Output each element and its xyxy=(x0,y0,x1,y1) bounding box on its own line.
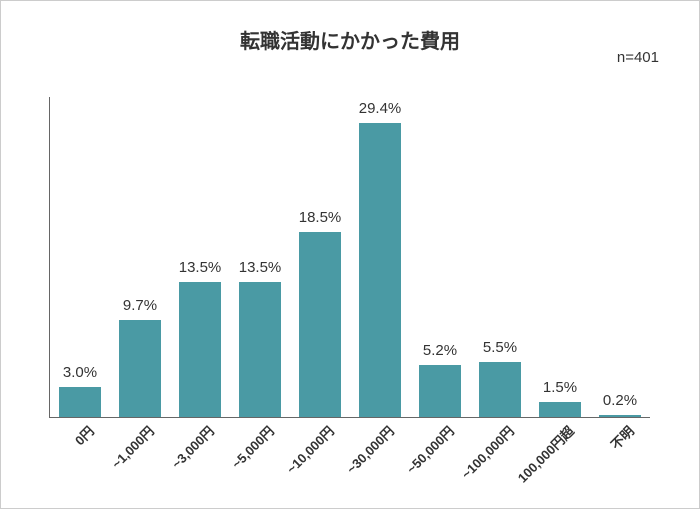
bar-rect xyxy=(599,415,641,417)
category-label: 100,000円超 xyxy=(513,421,578,486)
category-label: ~50,000円 xyxy=(402,421,458,477)
bar: 0.2%不明 xyxy=(599,415,641,417)
bar-rect xyxy=(479,362,521,417)
bar: 18.5%~10,000円 xyxy=(299,232,341,417)
category-label: ~5,000円 xyxy=(227,421,278,472)
bar-rect xyxy=(419,365,461,417)
bar: 3.0%0円 xyxy=(59,387,101,417)
bar-rect xyxy=(59,387,101,417)
bar-rect xyxy=(299,232,341,417)
bar-value-label: 9.7% xyxy=(123,297,157,314)
category-label: ~1,000円 xyxy=(107,421,158,472)
bar-value-label: 5.5% xyxy=(483,339,517,356)
bar: 13.5%~5,000円 xyxy=(239,282,281,417)
bar-value-label: 13.5% xyxy=(179,259,222,276)
bar-value-label: 1.5% xyxy=(543,379,577,396)
bar-value-label: 18.5% xyxy=(299,209,342,226)
bar-rect xyxy=(179,282,221,417)
bar-value-label: 0.2% xyxy=(603,392,637,409)
chart-title: 転職活動にかかった費用 xyxy=(1,25,699,54)
category-label: ~100,000円 xyxy=(456,421,517,482)
category-label: ~10,000円 xyxy=(282,421,338,477)
bar-value-label: 29.4% xyxy=(359,100,402,117)
bar-rect xyxy=(239,282,281,417)
bar-rect xyxy=(359,123,401,417)
bar-rect xyxy=(539,402,581,417)
bar-value-label: 3.0% xyxy=(63,364,97,381)
plot-area: 3.0%0円 9.7%~1,000円 13.5%~3,000円 13.5%~5,000… xyxy=(49,97,650,418)
bar: 5.2%~50,000円 xyxy=(419,365,461,417)
sample-size-label: n=401 xyxy=(617,49,659,66)
bar: 9.7%~1,000円 xyxy=(119,320,161,417)
category-label: 0円 xyxy=(70,421,98,449)
category-label: ~3,000円 xyxy=(167,421,218,472)
bar: 5.5%~100,000円 xyxy=(479,362,521,417)
category-label: ~30,000円 xyxy=(342,421,398,477)
chart-frame: 転職活動にかかった費用 n=401 3.0%0円9.7%~1,000円13.5%… xyxy=(0,0,700,509)
bar: 13.5%~3,000円 xyxy=(179,282,221,417)
bar: 1.5%100,000円超 xyxy=(539,402,581,417)
category-label: 不明 xyxy=(606,421,638,453)
bar: 29.4%~30,000円 xyxy=(359,123,401,417)
bar-rect xyxy=(119,320,161,417)
bar-value-label: 5.2% xyxy=(423,342,457,359)
bar-value-label: 13.5% xyxy=(239,259,282,276)
